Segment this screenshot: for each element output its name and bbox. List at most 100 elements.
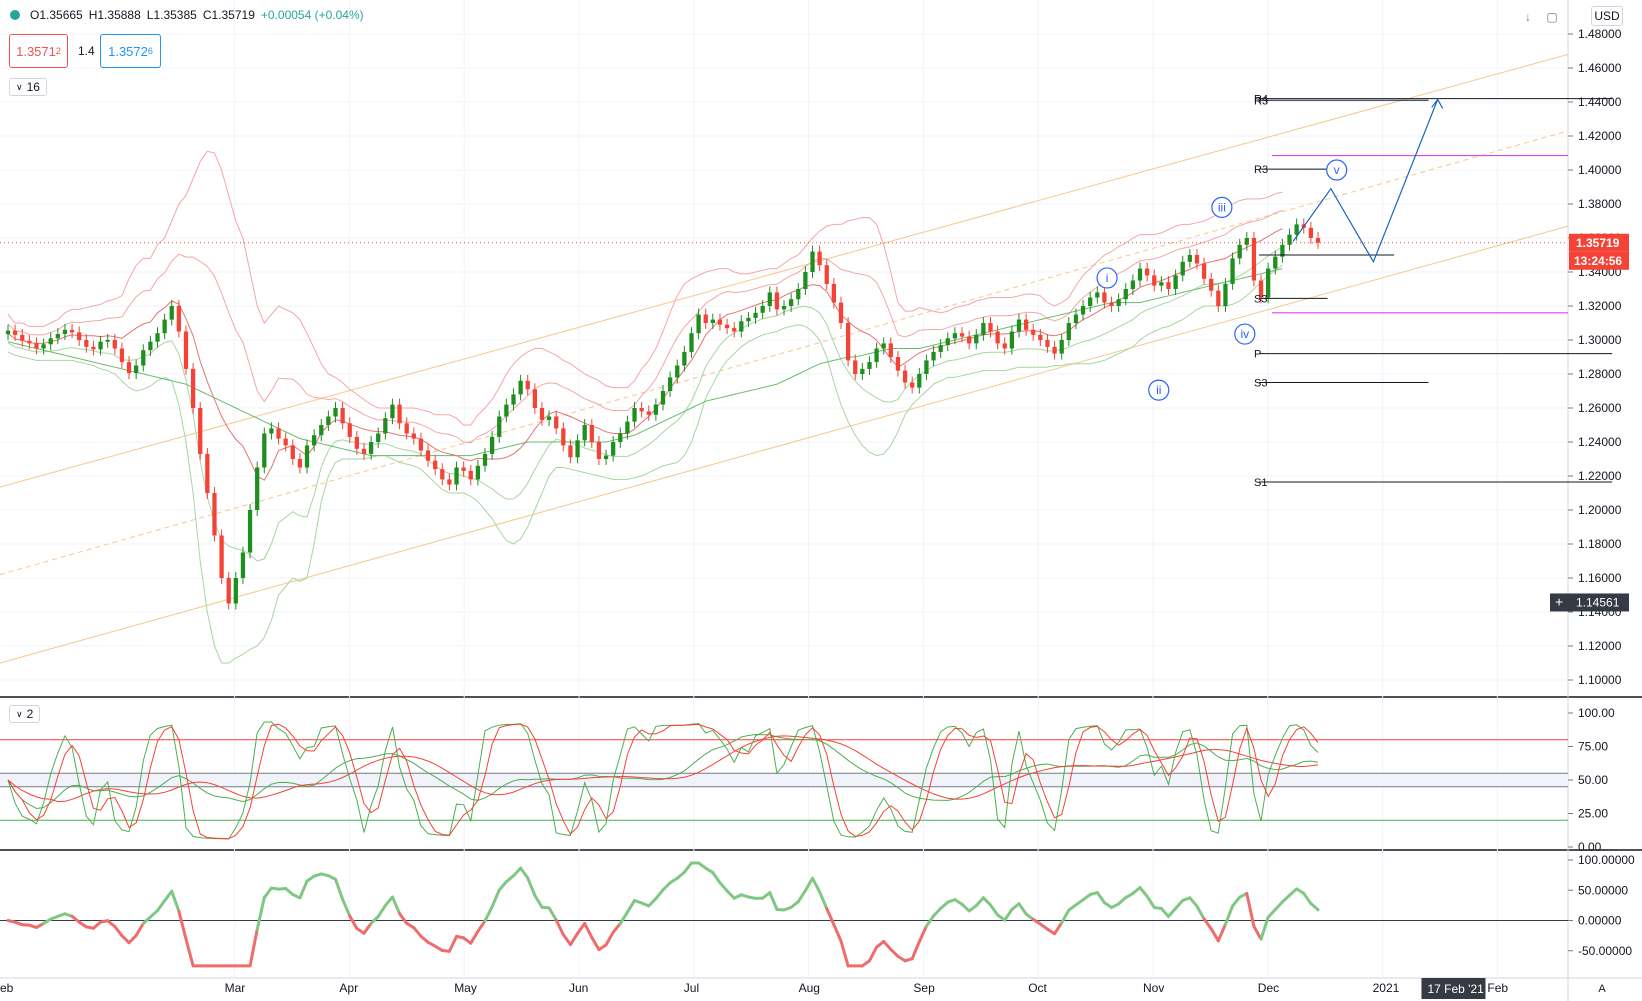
candle-body bbox=[710, 319, 715, 323]
wave-label-text: iv bbox=[1241, 327, 1250, 341]
auto-scale-button[interactable]: A bbox=[1598, 983, 1606, 995]
candle-body bbox=[532, 389, 537, 408]
momentum-segment bbox=[341, 897, 352, 918]
momentum-segment bbox=[526, 876, 537, 897]
momentum-segment bbox=[91, 920, 103, 930]
candle-body bbox=[1066, 323, 1071, 340]
momentum-segment bbox=[504, 874, 515, 884]
candle-body bbox=[198, 408, 203, 454]
sell-button[interactable]: 1.3571 2 bbox=[9, 34, 68, 68]
mid-channel-line bbox=[0, 130, 1569, 576]
candle-body bbox=[546, 416, 552, 420]
candle-body bbox=[34, 343, 39, 349]
price-tick-label: 1.38000 bbox=[1578, 197, 1622, 211]
candle-body bbox=[831, 283, 837, 303]
momentum-segment bbox=[134, 921, 145, 938]
momentum-segment bbox=[447, 934, 459, 953]
momentum-segment bbox=[811, 876, 822, 894]
long-moving-average bbox=[7, 268, 1283, 457]
momentum-segment bbox=[1223, 904, 1235, 926]
momentum-segment bbox=[554, 918, 565, 937]
low-value: L1.35385 bbox=[146, 8, 197, 22]
bollinger-upper-band bbox=[7, 150, 1283, 426]
momentum-segment bbox=[1252, 924, 1263, 941]
spread-value: 1.4 bbox=[78, 44, 95, 58]
wave-projection-path bbox=[1292, 99, 1439, 264]
momentum-segment bbox=[839, 939, 850, 968]
candle-body bbox=[1116, 299, 1121, 306]
pivot-level-label: R3 bbox=[1254, 164, 1268, 176]
candle-body bbox=[618, 433, 623, 442]
momentum-segment bbox=[497, 880, 508, 892]
momentum-segment bbox=[1117, 896, 1128, 906]
wave-label-text: v bbox=[1334, 163, 1340, 177]
candle-body bbox=[874, 348, 879, 363]
main-indicators-toggle[interactable]: ∨ 16 bbox=[9, 78, 47, 96]
candle-body bbox=[1216, 290, 1221, 306]
candle-body bbox=[518, 380, 523, 395]
candle-body bbox=[489, 436, 495, 454]
momentum-segment bbox=[1060, 908, 1071, 925]
candle-body bbox=[155, 333, 160, 342]
momentum-segment bbox=[590, 935, 601, 952]
stochastic-indicators-toggle[interactable]: ∨ 2 bbox=[9, 705, 41, 723]
candle-body bbox=[1109, 302, 1114, 306]
candle-body bbox=[952, 333, 958, 339]
price-tick-label: 1.32000 bbox=[1578, 299, 1622, 313]
momentum-segment bbox=[1188, 896, 1199, 908]
pivot-level-label: P bbox=[1254, 349, 1261, 361]
candle-body bbox=[240, 552, 246, 578]
candle-body bbox=[27, 340, 32, 344]
momentum-segment bbox=[1053, 921, 1064, 936]
momentum-segment bbox=[618, 910, 629, 926]
candle-body bbox=[411, 433, 416, 439]
momentum-segment bbox=[348, 914, 359, 930]
candle-body bbox=[796, 289, 801, 300]
lower-channel-line bbox=[0, 225, 1569, 664]
candle-body bbox=[511, 394, 516, 405]
ask-price: 1.3572 bbox=[108, 43, 148, 59]
candle-body bbox=[625, 421, 630, 434]
candle-body bbox=[1173, 275, 1178, 289]
momentum-segment bbox=[789, 900, 800, 909]
bid-price: 1.3571 bbox=[16, 43, 56, 59]
candle-body bbox=[98, 341, 103, 350]
market-status-icon bbox=[10, 10, 20, 20]
currency-selector[interactable]: USD bbox=[1591, 6, 1623, 26]
candle-body bbox=[1095, 292, 1100, 298]
momentum-segment bbox=[583, 922, 594, 939]
candle-body bbox=[183, 331, 189, 369]
pivot-level-label: R3 bbox=[1254, 95, 1268, 107]
candle-body bbox=[1144, 268, 1150, 276]
candle-body bbox=[468, 470, 473, 480]
crosshair-date-badge bbox=[1421, 978, 1486, 999]
candle-body bbox=[589, 425, 594, 442]
momentum-segment bbox=[1216, 922, 1227, 943]
buy-button[interactable]: 1.3572 6 bbox=[100, 34, 161, 68]
time-axis-label: Sep bbox=[913, 981, 935, 995]
candle-body bbox=[1251, 238, 1257, 281]
price-channels bbox=[0, 53, 1569, 664]
ask-pip: 6 bbox=[147, 46, 153, 56]
candle-body bbox=[931, 351, 936, 361]
candle-body bbox=[255, 467, 260, 510]
price-tick-label: 1.10000 bbox=[1578, 673, 1622, 687]
time-axis-label: Mar bbox=[225, 981, 246, 995]
momentum-segment bbox=[284, 886, 295, 896]
candle-body bbox=[276, 428, 281, 439]
momentum-segment bbox=[725, 889, 736, 900]
countdown-label: 13:24:56 bbox=[1574, 254, 1622, 268]
candle-body bbox=[269, 428, 274, 434]
candle-body bbox=[62, 329, 68, 335]
maximize-pane-icon[interactable]: ▢ bbox=[1546, 10, 1558, 24]
candle-body bbox=[354, 436, 359, 449]
momentum-segment bbox=[412, 926, 423, 938]
candle-body bbox=[981, 323, 986, 335]
candle-body bbox=[789, 299, 794, 306]
stochastic-indicators-count: 2 bbox=[26, 707, 34, 721]
arrow-down-icon[interactable]: ↓ bbox=[1525, 10, 1531, 24]
candle-body bbox=[746, 317, 751, 322]
candle-body bbox=[689, 333, 694, 352]
